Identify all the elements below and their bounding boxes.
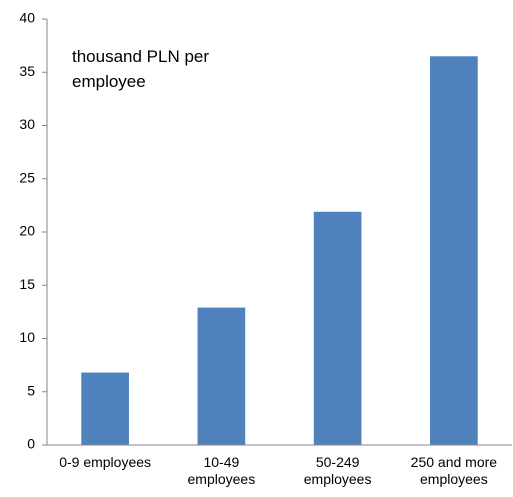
bar: [81, 372, 129, 445]
y-tick-label: 30: [19, 116, 35, 132]
y-tick-label: 15: [19, 276, 35, 292]
y-tick-label: 5: [27, 382, 35, 398]
y-tick-label: 20: [19, 223, 35, 239]
y-tick-label: 40: [19, 10, 35, 26]
x-tick-label: 10-49 employees: [187, 454, 256, 487]
bar: [313, 211, 362, 445]
y-tick-label: 0: [27, 436, 35, 452]
y-tick-label: 35: [19, 63, 35, 79]
y-tick-label: 10: [19, 329, 35, 345]
x-tick-label: 0-9 employees: [59, 454, 152, 470]
annotation: thousand PLN per employee: [72, 47, 210, 91]
y-tick-label: 25: [19, 169, 35, 185]
bar: [197, 307, 246, 445]
x-tick-label: 50-249 employees: [303, 454, 372, 487]
bar: [430, 56, 478, 446]
x-tick-label: 250 and more employees: [410, 454, 498, 487]
